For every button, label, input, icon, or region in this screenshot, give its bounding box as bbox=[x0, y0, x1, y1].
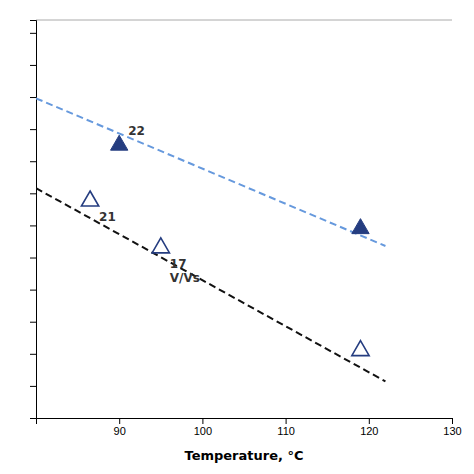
y-tick-mark bbox=[30, 322, 36, 323]
plot-frame-top bbox=[36, 20, 452, 21]
y-tick-mark bbox=[30, 290, 36, 291]
x-tick-mark bbox=[202, 418, 203, 424]
point-label: 17V/Vs bbox=[170, 257, 200, 285]
y-tick bbox=[30, 129, 36, 130]
x-tick: 90 bbox=[114, 418, 126, 437]
x-tick-label: 120 bbox=[360, 425, 378, 437]
x-tick-label: 110 bbox=[277, 425, 295, 437]
x-tick: 130 bbox=[443, 418, 461, 437]
y-tick-mark bbox=[30, 65, 36, 66]
open-triangle bbox=[152, 238, 169, 253]
y-tick-mark bbox=[30, 161, 36, 162]
y-tick-mark bbox=[30, 386, 36, 387]
y-tick bbox=[30, 33, 36, 34]
marks bbox=[36, 98, 385, 381]
y-tick-mark bbox=[30, 33, 36, 34]
x-tick: 120 bbox=[360, 418, 378, 437]
y-tick-mark bbox=[30, 193, 36, 194]
open-triangle bbox=[352, 341, 369, 356]
chart: 90 100 110 120 130 22 21 17V/Vs Temperature, °C bbox=[0, 0, 474, 474]
filled-triangle bbox=[111, 135, 128, 150]
y-tick bbox=[30, 418, 36, 419]
x-tick: 110 bbox=[277, 418, 295, 437]
filled-triangle bbox=[352, 219, 369, 234]
y-tick-mark bbox=[30, 225, 36, 226]
point-labels: 22 21 17V/Vs bbox=[99, 124, 200, 285]
y-tick bbox=[30, 225, 36, 226]
open-triangle bbox=[81, 191, 98, 206]
x-tick-mark bbox=[369, 418, 370, 424]
y-tick-mark bbox=[30, 354, 36, 355]
y-tick bbox=[30, 386, 36, 387]
y-tick-mark bbox=[30, 129, 36, 130]
y-tick bbox=[30, 354, 36, 355]
plot: 90 100 110 120 130 22 21 17V/Vs bbox=[30, 20, 462, 437]
y-tick bbox=[30, 161, 36, 162]
x-axis-title: Temperature, °C bbox=[184, 448, 303, 463]
point-label: 21 bbox=[99, 210, 116, 224]
y-tick-mark bbox=[30, 258, 36, 259]
x-tick-label: 130 bbox=[443, 425, 461, 437]
x-tick-mark bbox=[286, 418, 287, 424]
trend-line bbox=[36, 188, 385, 381]
x-tick-mark bbox=[119, 418, 120, 424]
y-axis bbox=[30, 21, 37, 419]
y-axis-line bbox=[30, 21, 37, 419]
y-tick bbox=[30, 290, 36, 291]
point-label: 22 bbox=[128, 124, 145, 138]
x-tick: 100 bbox=[194, 418, 212, 437]
x-axis: 90 100 110 120 130 bbox=[37, 418, 462, 437]
y-tick bbox=[30, 322, 36, 323]
x-tick-label: 100 bbox=[194, 425, 212, 437]
y-tick bbox=[30, 193, 36, 194]
y-tick bbox=[30, 97, 36, 98]
x-tick-label: 90 bbox=[114, 425, 126, 437]
x-tick-mark bbox=[452, 418, 453, 424]
trend-line bbox=[36, 98, 385, 246]
x-axis-line bbox=[37, 419, 453, 425]
y-tick-mark bbox=[30, 97, 36, 98]
y-tick bbox=[30, 258, 36, 259]
y-tick bbox=[30, 65, 36, 66]
y-tick-mark bbox=[30, 418, 36, 419]
